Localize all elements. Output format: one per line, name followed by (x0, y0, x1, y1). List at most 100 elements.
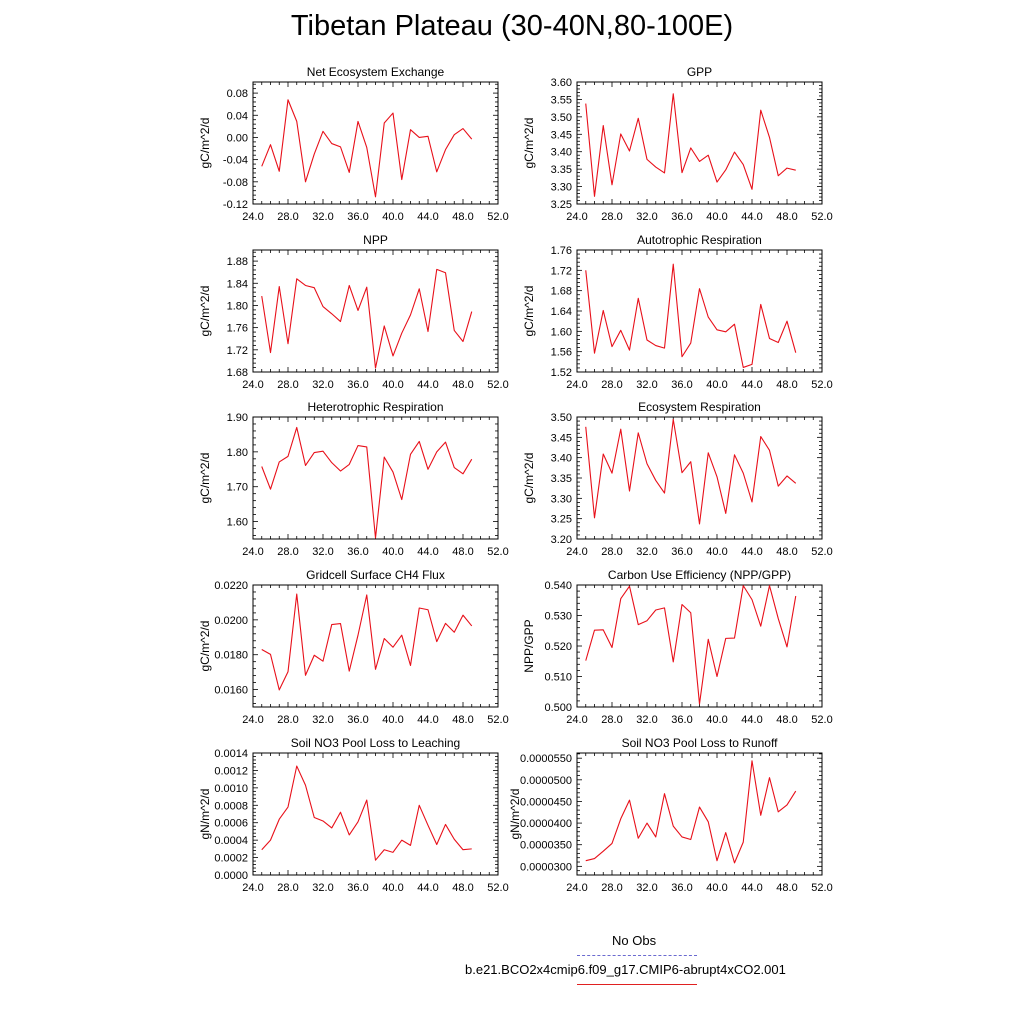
y-tick-label: 1.84 (227, 278, 248, 290)
y-tick-label: 0.0000500 (520, 775, 572, 787)
y-tick-label: 3.30 (551, 493, 572, 505)
y-tick-label: 0.0008 (214, 800, 248, 812)
x-tick-label: 52.0 (811, 714, 832, 726)
y-tick-label: 3.30 (551, 182, 572, 194)
x-tick-label: 24.0 (566, 379, 587, 391)
x-tick-label: 32.0 (636, 379, 657, 391)
y-tick-label: 3.40 (551, 453, 572, 465)
x-tick-label: 36.0 (347, 379, 368, 391)
y-tick-label: 0.540 (544, 580, 572, 592)
x-tick-label: 52.0 (811, 211, 832, 223)
panel-title: Net Ecosystem Exchange (307, 65, 445, 79)
x-tick-label: 48.0 (452, 882, 473, 894)
series-line (261, 426, 473, 539)
x-tick-label: 24.0 (566, 546, 587, 558)
x-tick-label: 40.0 (382, 379, 403, 391)
x-tick-label: 28.0 (277, 211, 298, 223)
plot-frame (252, 416, 499, 540)
y-tick-label: 0.530 (544, 611, 572, 623)
y-tick-label: 1.64 (551, 306, 572, 318)
x-tick-label: 24.0 (566, 211, 587, 223)
x-tick-label: 48.0 (452, 379, 473, 391)
y-tick-label: 3.55 (551, 94, 572, 106)
x-tick-label: 32.0 (312, 714, 333, 726)
x-tick-label: 40.0 (706, 379, 727, 391)
x-tick-label: 44.0 (741, 882, 762, 894)
y-tick-label: 3.50 (551, 412, 572, 424)
y-tick-label: 1.80 (227, 447, 248, 459)
panel-autotrophic-respiration: 24.0 28.0 32.0 36.0 40.0 44.0 48.0 52.0 1.52 1.56… (522, 233, 833, 391)
y-tick-label: 1.60 (551, 326, 572, 338)
y-tick-label: 3.25 (551, 514, 572, 526)
x-tick-label: 24.0 (242, 714, 263, 726)
x-tick-label: 28.0 (601, 546, 622, 558)
y-tick-label: 3.45 (551, 432, 572, 444)
y-axis-label: gC/m^2/d (522, 118, 536, 169)
x-tick-label: 44.0 (417, 714, 438, 726)
x-tick-label: 32.0 (636, 211, 657, 223)
x-tick-label: 28.0 (277, 379, 298, 391)
y-tick-label: 0.0000400 (520, 818, 572, 830)
y-tick-label: 0.0000 (214, 870, 248, 882)
x-tick-label: 52.0 (811, 379, 832, 391)
plot-frame (252, 584, 499, 708)
x-tick-label: 40.0 (706, 714, 727, 726)
y-axis-label: gC/m^2/d (198, 118, 212, 169)
y-tick-label: 0.0220 (214, 580, 248, 592)
x-tick-label: 28.0 (601, 379, 622, 391)
y-tick-label: 0.0180 (214, 650, 248, 662)
panel-gpp: 24.0 28.0 32.0 36.0 40.0 44.0 48.0 52.0 3.25 3.30… (522, 65, 833, 223)
x-tick-label: 44.0 (741, 211, 762, 223)
y-tick-label: 1.68 (551, 286, 572, 298)
x-tick-label: 48.0 (776, 546, 797, 558)
y-tick-label: 3.20 (551, 534, 572, 546)
y-tick-label: 0.0012 (214, 765, 248, 777)
x-tick-label: 48.0 (452, 714, 473, 726)
plot-frame (576, 249, 823, 373)
x-tick-label: 52.0 (811, 882, 832, 894)
x-tick-label: 52.0 (487, 546, 508, 558)
y-tick-label: 1.80 (227, 300, 248, 312)
x-tick-label: 24.0 (566, 714, 587, 726)
x-tick-label: 40.0 (706, 882, 727, 894)
y-tick-label: 1.90 (227, 412, 248, 424)
y-tick-label: 0.0004 (214, 835, 248, 847)
x-tick-label: 40.0 (382, 714, 403, 726)
y-tick-label: 3.40 (551, 147, 572, 159)
y-tick-label: 0.0160 (214, 685, 248, 697)
x-tick-label: 32.0 (312, 211, 333, 223)
panel-title: Soil NO3 Pool Loss to Runoff (622, 736, 779, 750)
y-tick-label: -0.12 (223, 199, 248, 211)
series-line (261, 99, 473, 198)
x-tick-label: 48.0 (776, 882, 797, 894)
series-line (261, 268, 473, 369)
y-axis-label: gC/m^2/d (198, 286, 212, 337)
x-tick-label: 44.0 (417, 882, 438, 894)
x-tick-label: 24.0 (242, 211, 263, 223)
panel-ecosystem-respiration: 24.0 28.0 32.0 36.0 40.0 44.0 48.0 52.0 3.20 3.25… (522, 400, 833, 558)
y-tick-label: 1.76 (227, 323, 248, 335)
series-line (261, 593, 473, 691)
y-axis-label: gC/m^2/d (522, 453, 536, 504)
y-axis-label: gC/m^2/d (198, 453, 212, 504)
plot-frame (252, 81, 499, 205)
x-tick-label: 40.0 (382, 882, 403, 894)
x-tick-label: 36.0 (347, 211, 368, 223)
series-line (585, 418, 797, 525)
panel-npp: 24.0 28.0 32.0 36.0 40.0 44.0 48.0 52.0 1.68 1.72… (198, 233, 509, 391)
panel-title: Soil NO3 Pool Loss to Leaching (291, 736, 460, 750)
x-tick-label: 52.0 (811, 546, 832, 558)
y-axis-label: gN/m^2/d (508, 789, 522, 840)
y-tick-label: 1.60 (227, 517, 248, 529)
x-tick-label: 36.0 (671, 546, 692, 558)
panel-title: GPP (687, 65, 712, 79)
x-tick-label: 24.0 (566, 882, 587, 894)
figure-title: Tibetan Plateau (30-40N,80-100E) (290, 10, 734, 42)
panel-title: Heterotrophic Respiration (307, 400, 443, 414)
y-tick-label: 1.56 (551, 347, 572, 359)
x-tick-label: 52.0 (487, 714, 508, 726)
x-tick-label: 36.0 (347, 546, 368, 558)
y-tick-label: 3.35 (551, 164, 572, 176)
y-tick-label: 1.68 (227, 367, 248, 379)
